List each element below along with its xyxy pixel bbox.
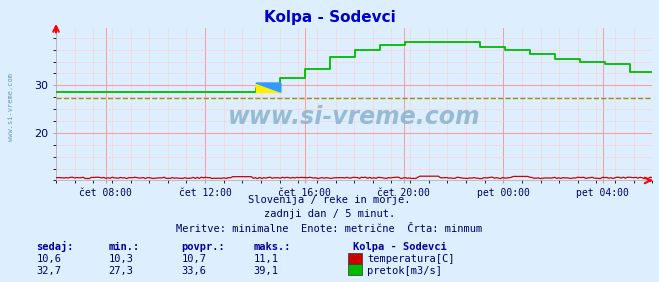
Text: Kolpa - Sodevci: Kolpa - Sodevci <box>264 10 395 25</box>
Text: 10,7: 10,7 <box>181 254 206 264</box>
Text: 27,3: 27,3 <box>109 266 134 276</box>
Text: 10,6: 10,6 <box>36 254 61 264</box>
Text: 11,1: 11,1 <box>254 254 279 264</box>
Text: Slovenija / reke in morje.: Slovenija / reke in morje. <box>248 195 411 204</box>
Text: 33,6: 33,6 <box>181 266 206 276</box>
Polygon shape <box>256 83 281 92</box>
Text: maks.:: maks.: <box>254 242 291 252</box>
Text: www.si-vreme.com: www.si-vreme.com <box>8 73 14 141</box>
Text: Meritve: minimalne  Enote: metrične  Črta: minmum: Meritve: minimalne Enote: metrične Črta:… <box>177 224 482 234</box>
Text: 32,7: 32,7 <box>36 266 61 276</box>
Text: pretok[m3/s]: pretok[m3/s] <box>367 266 442 276</box>
Text: povpr.:: povpr.: <box>181 242 225 252</box>
Text: sedaj:: sedaj: <box>36 241 74 252</box>
Text: Kolpa - Sodevci: Kolpa - Sodevci <box>353 242 446 252</box>
Text: www.si-vreme.com: www.si-vreme.com <box>228 105 480 129</box>
Text: 10,3: 10,3 <box>109 254 134 264</box>
Polygon shape <box>256 83 281 92</box>
Text: min.:: min.: <box>109 242 140 252</box>
Text: temperatura[C]: temperatura[C] <box>367 254 455 264</box>
Text: zadnji dan / 5 minut.: zadnji dan / 5 minut. <box>264 209 395 219</box>
Text: 39,1: 39,1 <box>254 266 279 276</box>
